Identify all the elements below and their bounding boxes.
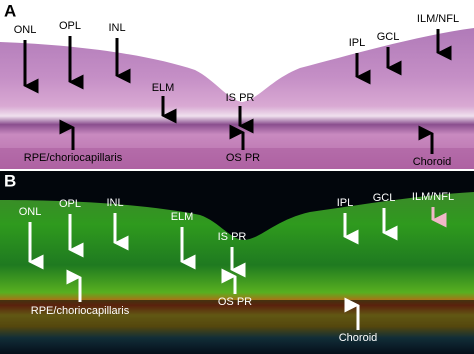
oct-shadow xyxy=(0,300,474,354)
layer-label: OS PR xyxy=(226,152,260,164)
layer-label: ONL xyxy=(19,206,42,218)
panel-letter: A xyxy=(4,1,16,20)
layer-label: ELM xyxy=(152,82,175,94)
layer-label: ONL xyxy=(14,24,37,36)
layer-label: INL xyxy=(106,197,123,209)
layer-label: ELM xyxy=(171,211,194,223)
layer-label: IS PR xyxy=(226,92,255,104)
layer-label: INL xyxy=(108,22,125,34)
layer-label: RPE/choriocapillaris xyxy=(24,152,123,164)
layer-label: IPL xyxy=(349,37,366,49)
layer-label: GCL xyxy=(373,192,396,204)
layer-label: RPE/choriocapillaris xyxy=(31,305,130,317)
layer-label: Choroid xyxy=(339,332,378,344)
layer-label: IS PR xyxy=(218,231,247,243)
layer-label: ILM/NFL xyxy=(412,191,454,203)
choroid-region xyxy=(0,148,474,170)
layer-label: OPL xyxy=(59,198,81,210)
layer-label: IPL xyxy=(337,197,354,209)
layer-label: ILM/NFL xyxy=(417,13,459,25)
layer-label: OPL xyxy=(59,20,81,32)
layer-label: GCL xyxy=(377,31,400,43)
layer-label: OS PR xyxy=(218,296,252,308)
layer-label: Choroid xyxy=(413,156,452,168)
panel-letter: B xyxy=(4,171,16,190)
